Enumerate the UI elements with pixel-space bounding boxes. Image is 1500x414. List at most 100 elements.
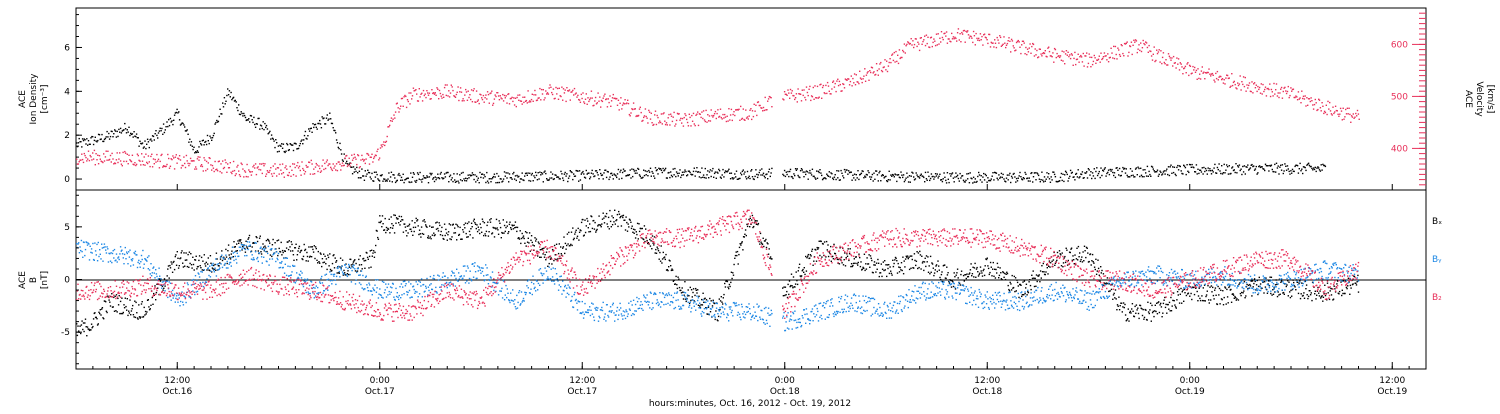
bx-point [509,224,510,225]
density-point [815,179,816,180]
velocity-point [1195,72,1196,73]
bx-point [348,274,349,275]
velocity-point [360,166,361,167]
density-point [493,176,494,177]
bx-point [752,215,753,216]
density-point [565,175,566,176]
density-point [1172,166,1173,167]
velocity-point [603,98,604,99]
density-point [269,131,270,132]
density-point [673,168,674,169]
bx-point [136,312,137,313]
velocity-point [226,172,227,173]
velocity-point [878,75,879,76]
density-point [408,178,409,179]
velocity-point [662,123,663,124]
bx-point [312,249,313,250]
velocity-point [1261,83,1262,84]
density-point [1209,168,1210,169]
density-point [1096,167,1097,168]
bx-point [1095,259,1096,260]
bx-point [569,245,570,246]
density-point [1067,180,1068,181]
velocity-point [447,95,448,96]
velocity-point [217,170,218,171]
velocity-point [816,97,817,98]
density-point [1274,164,1275,165]
density-point [449,176,450,177]
velocity-point [1110,48,1111,49]
bx-point [148,299,149,300]
density-point [561,173,562,174]
bx-point [1149,309,1150,310]
velocity-point [642,120,643,121]
density-point [322,116,323,117]
density-point [241,111,242,112]
bx-point [1178,294,1179,295]
bx-point [703,302,704,303]
bx-point [187,254,188,255]
density-point [606,177,607,178]
velocity-point [245,171,246,172]
velocity-point [326,161,327,162]
bx-point [728,288,729,289]
by-point [126,251,127,252]
density-point [203,140,204,141]
velocity-point [1082,61,1083,62]
velocity-point [1332,107,1333,108]
bx-point [812,249,813,250]
bx-point [357,270,358,271]
bx-point [471,223,472,224]
velocity-point [197,158,198,159]
bx-point [536,239,537,240]
velocity-point [451,85,452,86]
density-point [743,173,744,174]
velocity-point [732,114,733,115]
velocity-point [1315,99,1316,100]
bx-point [922,262,923,263]
density-point [281,143,282,144]
bx-point [1197,291,1198,292]
density-point [803,176,804,177]
density-point [853,177,854,178]
velocity-point [641,112,642,113]
bx-point [675,276,676,277]
density-point [160,130,161,131]
velocity-point [817,86,818,87]
bx-point [1118,306,1119,307]
bx-point [983,270,984,271]
bx-point [445,235,446,236]
bx-point [1090,253,1091,254]
velocity-point [689,117,690,118]
bx-point [914,253,915,254]
bx-point [920,254,921,255]
bx-point [731,272,732,273]
velocity-point [1062,51,1063,52]
density-point [1065,171,1066,172]
velocity-point [957,32,958,33]
bx-point [905,258,906,259]
velocity-point [1284,87,1285,88]
bx-point [108,299,109,300]
by-point [144,264,145,265]
density-point [921,174,922,175]
velocity-point [1235,84,1236,85]
bx-point [1176,299,1177,300]
velocity-point [476,90,477,91]
bx-point [969,272,970,273]
velocity-point [1274,93,1275,94]
density-point [1314,169,1315,170]
velocity-point [873,71,874,72]
bx-point [1304,298,1305,299]
bx-point [835,253,836,254]
density-point [389,180,390,181]
bx-point [696,290,697,291]
density-point [235,100,236,101]
bx-point [496,219,497,220]
bx-point [1303,295,1304,296]
bx-point [1245,295,1246,296]
velocity-point [830,93,831,94]
density-point [813,176,814,177]
velocity-point [808,95,809,96]
density-point [1271,165,1272,166]
